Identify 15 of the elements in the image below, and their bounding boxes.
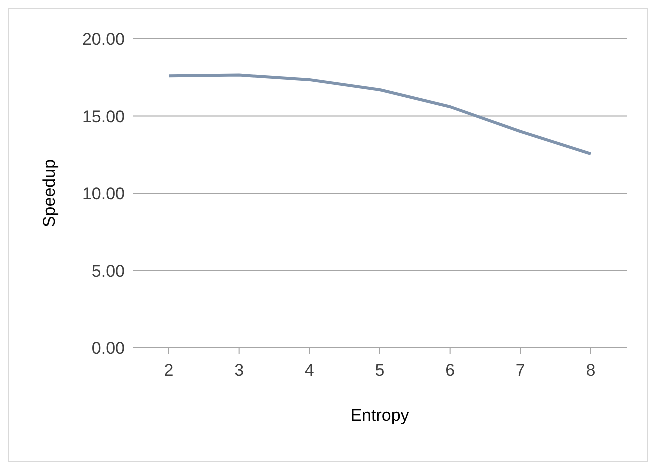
y-tick-label: 10.00 — [82, 184, 125, 204]
y-tick-label: 20.00 — [82, 30, 125, 50]
x-tick-label: 5 — [375, 361, 385, 380]
x-axis-title: Entropy — [350, 406, 410, 425]
line-series — [168, 74, 592, 156]
y-tick-label: 5.00 — [92, 262, 125, 281]
x-tick-label: 7 — [516, 361, 526, 380]
x-tick-label: 4 — [304, 361, 314, 380]
x-tick-label: 6 — [446, 361, 456, 380]
y-tick-label: 15.00 — [82, 107, 125, 126]
x-tick-label: 2 — [164, 361, 174, 380]
y-axis-title: Speedup — [40, 159, 60, 228]
x-tick-label: 8 — [586, 361, 596, 380]
y-tick-label: 0.00 — [92, 339, 125, 358]
x-tick-label: 3 — [234, 361, 244, 380]
